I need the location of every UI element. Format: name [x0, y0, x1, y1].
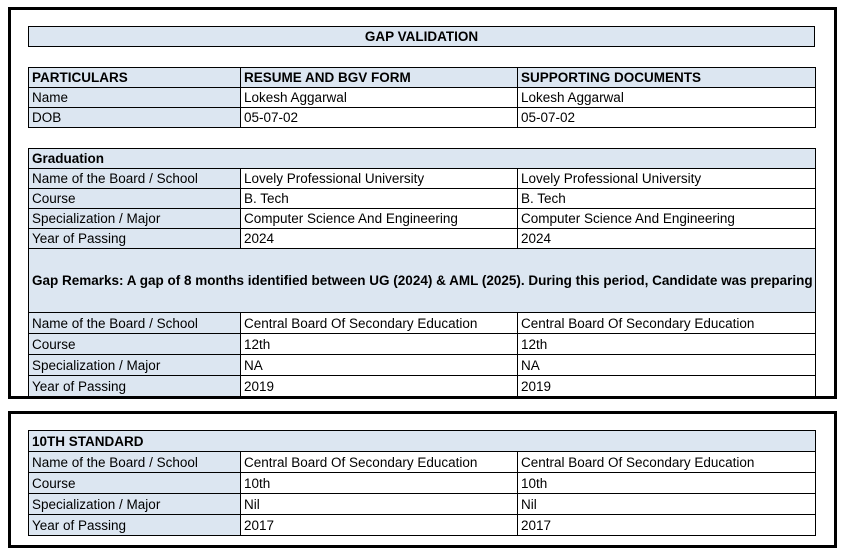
table-row-course: Course B. Tech B. Tech — [28, 188, 817, 209]
grad-course-supporting-value: B. Tech — [516, 188, 817, 209]
tenth-course-resume-value: 10th — [240, 472, 518, 494]
grad-board-supporting-value: Lovely Professional University — [516, 168, 817, 189]
row-label: Name of the Board / School — [28, 451, 241, 473]
table-row-year-of-passing: Year of Passing 2017 2017 — [28, 514, 817, 536]
name-supporting-value: Lokesh Aggarwal — [517, 87, 816, 108]
tenth-standard-table: 10TH STANDARD Name of the Board / School… — [27, 430, 817, 536]
row-label: Specialization / Major — [28, 493, 241, 515]
twelfth-course-supporting-value: 12th — [516, 333, 817, 355]
page-title: GAP VALIDATION — [28, 26, 815, 47]
grad-year-supporting-value: 2024 — [516, 228, 817, 249]
dob-resume-value: 05-07-02 — [240, 107, 518, 128]
table-row-board-school: Name of the Board / School Central Board… — [28, 451, 817, 473]
twelfth-specialization-supporting-value: NA — [516, 354, 817, 376]
twelfth-board-supporting-value: Central Board Of Secondary Education — [516, 312, 817, 334]
particulars-table: PARTICULARS RESUME AND BGV FORM SUPPORTI… — [28, 67, 816, 128]
table-row-dob: DOB 05-07-02 05-07-02 — [28, 107, 816, 128]
twelfth-board-resume-value: Central Board Of Secondary Education — [240, 312, 518, 334]
row-label: DOB — [28, 107, 241, 128]
table-row-course: Course 10th 10th — [28, 472, 817, 494]
row-label: Specialization / Major — [28, 354, 241, 376]
row-label: Year of Passing — [28, 228, 241, 249]
tenth-standard-header-row: 10TH STANDARD — [27, 430, 817, 452]
row-label: Year of Passing — [28, 514, 241, 536]
row-label: Course — [28, 188, 241, 209]
row-label: Name — [28, 87, 241, 108]
table-row-name: Name Lokesh Aggarwal Lokesh Aggarwal — [28, 87, 816, 108]
row-label: Specialization / Major — [28, 208, 241, 229]
graduation-header-row: Graduation — [27, 148, 817, 169]
twelfth-course-resume-value: 12th — [240, 333, 518, 355]
dob-supporting-value: 05-07-02 — [517, 107, 816, 128]
col-header-supporting-documents: SUPPORTING DOCUMENTS — [517, 67, 816, 88]
table-row-year-of-passing: Year of Passing 2019 2019 — [28, 375, 817, 397]
grad-year-resume-value: 2024 — [240, 228, 518, 249]
gap-validation-section: GAP VALIDATION PARTICULARS RESUME AND BG… — [8, 7, 837, 399]
row-label: Year of Passing — [28, 375, 241, 397]
name-resume-value: Lokesh Aggarwal — [240, 87, 518, 108]
row-label: Course — [28, 472, 241, 494]
particulars-header-row: PARTICULARS RESUME AND BGV FORM SUPPORTI… — [28, 67, 816, 88]
col-header-particulars: PARTICULARS — [28, 67, 241, 88]
grad-specialization-supporting-value: Computer Science And Engineering — [516, 208, 817, 229]
tenth-standard-section: 10TH STANDARD Name of the Board / School… — [8, 411, 837, 548]
table-row-specialization: Specialization / Major NA NA — [28, 354, 817, 376]
grad-specialization-resume-value: Computer Science And Engineering — [240, 208, 518, 229]
tenth-board-resume-value: Central Board Of Secondary Education — [240, 451, 518, 473]
tenth-year-resume-value: 2017 — [240, 514, 518, 536]
table-row-board-school: Name of the Board / School Lovely Profes… — [28, 168, 817, 189]
tenth-specialization-resume-value: Nil — [240, 493, 518, 515]
grad-board-resume-value: Lovely Professional University — [240, 168, 518, 189]
table-row-specialization: Specialization / Major Computer Science … — [28, 208, 817, 229]
twelfth-year-resume-value: 2019 — [240, 375, 518, 397]
col-header-resume-bgv-form: RESUME AND BGV FORM — [240, 67, 518, 88]
tenth-specialization-supporting-value: Nil — [516, 493, 817, 515]
tenth-year-supporting-value: 2017 — [516, 514, 817, 536]
tenth-course-supporting-value: 10th — [516, 472, 817, 494]
tenth-board-supporting-value: Central Board Of Secondary Education — [516, 451, 817, 473]
row-label: Name of the Board / School — [28, 312, 241, 334]
tenth-section-title: 10TH STANDARD — [27, 430, 817, 452]
gap-remarks-row: Gap Remarks: A gap of 8 months identifie… — [27, 248, 817, 313]
gap-remarks-text: Gap Remarks: A gap of 8 months identifie… — [27, 248, 817, 313]
twelfth-specialization-resume-value: NA — [240, 354, 518, 376]
education-table: Graduation Name of the Board / School Lo… — [27, 148, 817, 397]
table-row-board-school: Name of the Board / School Central Board… — [28, 312, 817, 334]
row-label: Course — [28, 333, 241, 355]
table-row-course: Course 12th 12th — [28, 333, 817, 355]
graduation-section-title: Graduation — [27, 148, 817, 169]
table-row-specialization: Specialization / Major Nil Nil — [28, 493, 817, 515]
row-label: Name of the Board / School — [28, 168, 241, 189]
grad-course-resume-value: B. Tech — [240, 188, 518, 209]
table-row-year-of-passing: Year of Passing 2024 2024 — [28, 228, 817, 249]
twelfth-year-supporting-value: 2019 — [516, 375, 817, 397]
